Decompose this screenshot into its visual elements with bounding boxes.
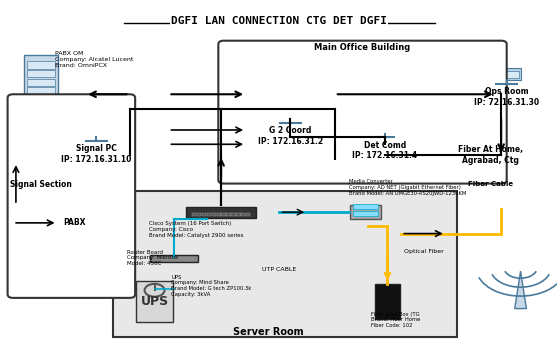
FancyBboxPatch shape bbox=[278, 111, 302, 117]
Text: Fiber At Home,
Agrabad, Ctg: Fiber At Home, Agrabad, Ctg bbox=[458, 145, 522, 165]
Text: DGFI LAN CONNECTION CTG DET DGFI: DGFI LAN CONNECTION CTG DET DGFI bbox=[171, 16, 387, 26]
FancyBboxPatch shape bbox=[206, 213, 211, 216]
FancyBboxPatch shape bbox=[357, 123, 370, 136]
FancyBboxPatch shape bbox=[136, 282, 174, 321]
Text: Cisco System (16 Port Switch)
Company: Cisco
Brand Model: Catalyst 2900 series: Cisco System (16 Port Switch) Company: C… bbox=[149, 221, 243, 238]
FancyBboxPatch shape bbox=[197, 213, 201, 216]
FancyBboxPatch shape bbox=[495, 71, 519, 78]
FancyBboxPatch shape bbox=[222, 213, 226, 216]
FancyBboxPatch shape bbox=[353, 211, 378, 216]
FancyBboxPatch shape bbox=[353, 204, 378, 208]
FancyBboxPatch shape bbox=[492, 68, 522, 80]
Text: Ops Room
IP: 72.16.31.30: Ops Room IP: 72.16.31.30 bbox=[474, 87, 539, 107]
FancyBboxPatch shape bbox=[375, 284, 400, 319]
FancyBboxPatch shape bbox=[24, 55, 57, 98]
FancyBboxPatch shape bbox=[218, 41, 507, 184]
Text: G 2 Coord
IP: 172.16.31.2: G 2 Coord IP: 172.16.31.2 bbox=[258, 126, 323, 146]
Text: UPS
Company: Mind Share
Brand Model: G tech ZP100.3k
Capacity: 3kVA: UPS Company: Mind Share Brand Model: G t… bbox=[171, 275, 252, 297]
Text: Fiber Joint Box (TG
Brand: Fiber Home
Fiber Code: 102: Fiber Joint Box (TG Brand: Fiber Home Fi… bbox=[371, 312, 420, 328]
FancyBboxPatch shape bbox=[113, 191, 457, 337]
FancyBboxPatch shape bbox=[372, 123, 398, 134]
FancyBboxPatch shape bbox=[27, 78, 55, 86]
Text: PABX: PABX bbox=[63, 219, 85, 228]
FancyBboxPatch shape bbox=[84, 129, 108, 135]
FancyBboxPatch shape bbox=[350, 205, 381, 219]
FancyBboxPatch shape bbox=[81, 125, 111, 137]
FancyBboxPatch shape bbox=[374, 126, 395, 132]
FancyBboxPatch shape bbox=[202, 213, 206, 216]
Text: Fibar Cable: Fibar Cable bbox=[468, 181, 513, 186]
FancyBboxPatch shape bbox=[186, 207, 256, 217]
Text: Media Converter
Company: AD NET (Gigabit Ethernet Fiber)
Brand Model: AN UMGE30-: Media Converter Company: AD NET (Gigabit… bbox=[349, 180, 466, 196]
FancyBboxPatch shape bbox=[27, 87, 55, 94]
Text: Server Room: Server Room bbox=[233, 327, 304, 337]
Text: Signal PC
IP: 172.16.31.10: Signal PC IP: 172.16.31.10 bbox=[61, 144, 132, 164]
FancyBboxPatch shape bbox=[236, 213, 240, 216]
FancyBboxPatch shape bbox=[276, 107, 305, 119]
FancyBboxPatch shape bbox=[241, 213, 246, 216]
Text: Det Comd
IP: 172.16.31.4: Det Comd IP: 172.16.31.4 bbox=[352, 141, 417, 160]
FancyBboxPatch shape bbox=[246, 213, 251, 216]
Text: Optical Fiber: Optical Fiber bbox=[404, 249, 444, 254]
FancyBboxPatch shape bbox=[27, 61, 55, 68]
FancyBboxPatch shape bbox=[475, 68, 490, 83]
Text: PABX OM
Company: Alcatel Lucent
Brand: OmniPCX: PABX OM Company: Alcatel Lucent Brand: O… bbox=[55, 51, 133, 68]
Text: UPS: UPS bbox=[141, 295, 169, 308]
Text: Router Board
Company: Mikrotik
Model: 450C: Router Board Company: Mikrotik Model: 45… bbox=[127, 249, 178, 266]
FancyBboxPatch shape bbox=[27, 70, 55, 77]
Text: UTP CABLE: UTP CABLE bbox=[262, 267, 296, 272]
FancyBboxPatch shape bbox=[211, 213, 216, 216]
Text: Main Office Building: Main Office Building bbox=[314, 43, 411, 52]
FancyBboxPatch shape bbox=[231, 213, 235, 216]
FancyBboxPatch shape bbox=[192, 213, 196, 216]
FancyBboxPatch shape bbox=[150, 255, 198, 262]
FancyBboxPatch shape bbox=[227, 213, 231, 216]
FancyBboxPatch shape bbox=[8, 94, 135, 298]
FancyBboxPatch shape bbox=[217, 213, 221, 216]
Polygon shape bbox=[514, 271, 526, 309]
FancyBboxPatch shape bbox=[259, 107, 274, 122]
Text: Signal Section: Signal Section bbox=[10, 180, 72, 189]
FancyBboxPatch shape bbox=[65, 125, 80, 140]
